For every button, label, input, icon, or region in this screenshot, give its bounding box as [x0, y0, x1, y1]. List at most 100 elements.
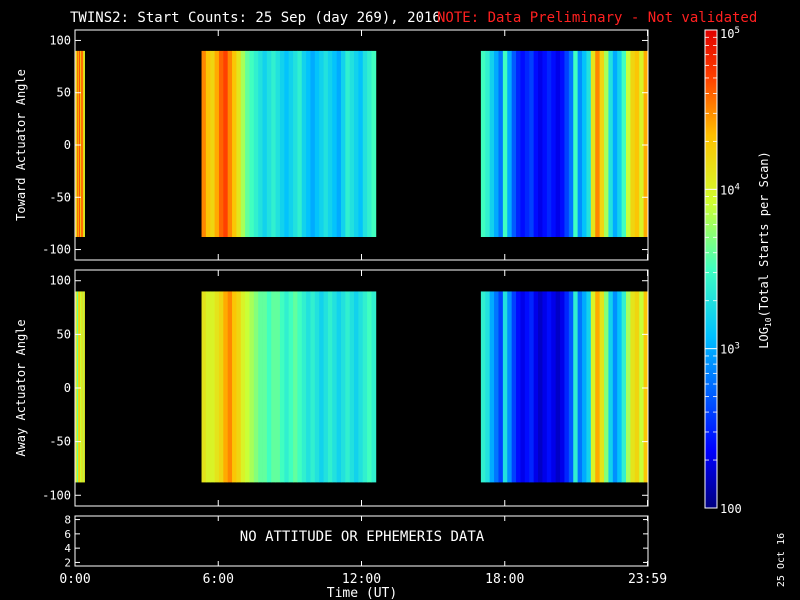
heatmap-cell [577, 50, 583, 238]
heatmap-cell [306, 291, 311, 483]
heatmap-cell [582, 291, 587, 483]
heatmap-cell [626, 50, 631, 238]
heatmap-cell [516, 50, 521, 238]
heatmap-cell [568, 50, 574, 238]
heatmap-cell [595, 50, 601, 238]
toward-y-ticks: -100 -50 0 50 100 [42, 30, 649, 260]
heatmap-cell [507, 291, 513, 483]
heatmap-cell [236, 50, 242, 238]
heatmap-cell [82, 291, 84, 483]
heatmap-cell [358, 50, 364, 238]
y-tick-label: -100 [42, 243, 71, 257]
heatmap-cell [349, 50, 355, 238]
heatmap-cell [227, 291, 233, 483]
heatmap-cell [511, 291, 517, 483]
heatmap-cell [507, 50, 513, 238]
heatmap-cell [253, 291, 259, 483]
heatmap-cell [336, 50, 342, 238]
y-tick-label: 50 [57, 327, 71, 341]
heatmap-cell [520, 291, 526, 483]
heatmap-cell [76, 291, 79, 483]
heatmap-cell [546, 291, 552, 483]
heatmap-cell [480, 291, 486, 483]
y-tick-label: 100 [49, 274, 71, 288]
heatmap-cell [564, 291, 570, 483]
heatmap-cell [494, 50, 499, 238]
heatmap-cell [262, 291, 268, 483]
colorbar-tick-label: 105 [720, 26, 740, 41]
heatmap-cell [245, 291, 250, 483]
colorbar: 100 103 104 105 LOG10(Total Starts per Scan… [704, 26, 773, 516]
heatmap-cell [560, 291, 565, 483]
heatmap-cell [249, 291, 255, 483]
heatmap-cell [612, 291, 618, 483]
colorbar-tick-label: 104 [720, 182, 740, 197]
colorbar-tick-label: 103 [720, 342, 740, 357]
heatmap-cell [323, 291, 329, 483]
heatmap-cell [214, 50, 220, 238]
heatmap-cell [586, 291, 592, 483]
heatmap-cell [253, 50, 259, 238]
heatmap-cell [82, 50, 84, 238]
heatmap-cell [205, 291, 211, 483]
heatmap-cell [83, 50, 85, 238]
heatmap-cell [345, 291, 351, 483]
heatmap-cell [511, 50, 517, 238]
heatmap-cell [367, 50, 372, 238]
heatmap-cell [371, 50, 377, 238]
heatmap-cell [210, 291, 216, 483]
heatmap-cell [529, 50, 535, 238]
x-tick-label: 6:00 [203, 572, 234, 587]
heatmap-cell [319, 291, 324, 483]
heatmap-cell [542, 50, 548, 238]
heatmap-cell [529, 291, 535, 483]
heatmap-cell [489, 50, 495, 238]
heatmap-cell [314, 291, 320, 483]
heatmap-cell [76, 50, 79, 238]
date-stamp: 25 Oct 16 [776, 533, 787, 587]
heatmap-cell [218, 291, 224, 483]
y-tick-label: 100 [49, 33, 71, 47]
heatmap-cell [502, 50, 508, 238]
colorbar-gradient [704, 29, 718, 509]
heatmap-cell [80, 50, 83, 238]
heatmap-cell [498, 291, 504, 483]
heatmap-cell [489, 291, 495, 483]
y-tick-label: 6 [64, 528, 71, 541]
heatmap-cell [560, 50, 565, 238]
heatmap-cell [75, 291, 78, 483]
colorbar-label-sub: 10 [764, 317, 773, 327]
heatmap-cell [336, 291, 342, 483]
heatmap-cell [634, 50, 640, 238]
heatmap-cell [498, 50, 504, 238]
heatmap-cell [516, 291, 521, 483]
heatmap-cell [582, 50, 587, 238]
heatmap-cell [240, 291, 246, 483]
heatmap-cell [354, 50, 359, 238]
heatmap-cell [249, 50, 255, 238]
heatmap-cell [354, 291, 359, 483]
heatmap-cell [533, 291, 539, 483]
heatmap-cell [599, 50, 605, 238]
heatmap-cell [608, 50, 614, 238]
heatmap-cell [297, 50, 303, 238]
chart-title: TWINS2: Start Counts: 25 Sep (day 269), … [70, 10, 441, 26]
heatmap-cell [608, 291, 614, 483]
heatmap-cell [555, 291, 561, 483]
heatmap-cell [332, 291, 338, 483]
heatmap-cell [75, 50, 78, 238]
heatmap-cell [604, 50, 609, 238]
heatmap-cell [323, 50, 329, 238]
heatmap-cell [538, 291, 543, 483]
heatmap-cell [266, 50, 272, 238]
heatmap-cell [75, 291, 77, 483]
x-tick-label: 23:59 [628, 572, 667, 587]
heatmap-cell [621, 50, 627, 238]
time-axis-label: Time (UT) [327, 586, 397, 600]
heatmap-cell [245, 50, 250, 238]
heatmap-cell [284, 291, 290, 483]
heatmap-cell [310, 291, 316, 483]
heatmap-cell [314, 50, 320, 238]
heatmap-cell [319, 50, 324, 238]
heatmap-cell [271, 291, 277, 483]
